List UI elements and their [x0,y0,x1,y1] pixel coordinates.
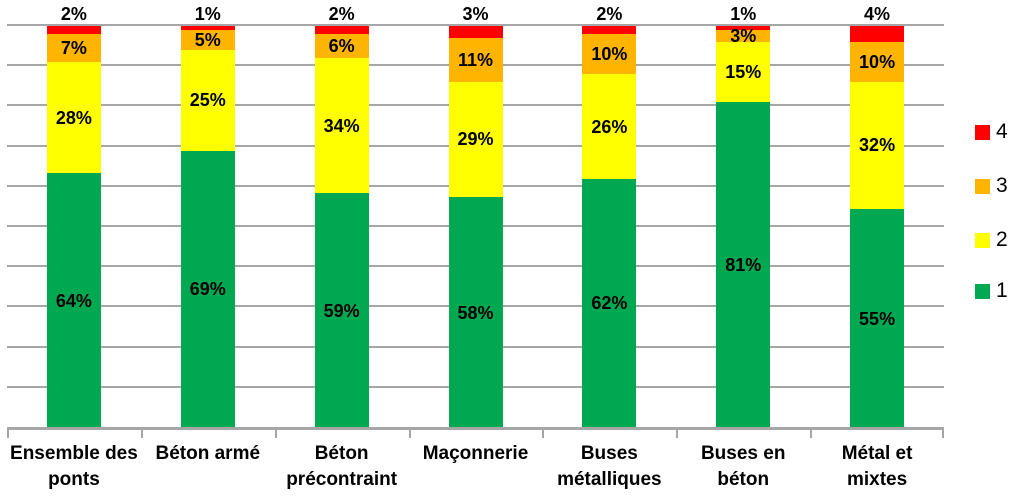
legend-swatch-icon [975,124,990,140]
category-label: Béton armé [155,443,261,464]
bar-segment-4 [582,26,637,35]
bar-segment-2 [180,50,235,151]
bar-segment-4 [180,26,235,31]
bar-segment-2 [448,81,503,198]
bar-segment-2 [314,57,369,194]
x-axis-tick [676,427,679,438]
segment-value-label-above: 2% [328,4,355,24]
bar-segment-1 [582,178,637,428]
segment-value-label: 64% [55,290,92,311]
segment-value-label: 26% [591,116,628,137]
gridline [7,24,944,26]
segment-value-label: 15% [725,62,762,83]
segment-value-label: 11% [457,49,494,70]
bar-segment-2 [850,81,905,210]
bar-segment-1 [46,173,101,428]
bar-segment-3 [46,33,101,62]
bar-segment-1 [716,102,771,428]
x-axis-line [7,427,944,430]
legend-item-3: 3 [975,175,1008,197]
segment-value-label: 69% [189,279,226,300]
category-label: Buses en béton [700,443,786,490]
legend-item-4: 4 [975,121,1008,143]
bar-segment-4 [850,26,905,42]
x-axis-tick [7,427,9,438]
segment-value-label: 28% [55,107,92,128]
segment-value-label: 55% [859,308,896,329]
bar-segment-4 [314,26,369,34]
bar-segment-2 [716,42,771,103]
bar-segment-1 [850,209,905,428]
bar-segment-3 [716,30,771,43]
segment-value-label-above: 3% [462,4,489,24]
legend-item-label: 4 [996,120,1008,143]
segment-value-label: 10% [591,44,628,65]
bar-segment-4 [46,26,101,34]
category-label: Maçonnerie [422,443,529,464]
segment-value-label: 29% [457,129,494,150]
category-label: Ensemble des ponts [10,443,138,490]
bar-segment-3 [180,30,235,51]
x-axis-tick [810,427,813,438]
legend-swatch-icon [975,178,990,194]
segment-value-label: 59% [323,300,360,321]
category-label: Buses métalliques [557,443,662,490]
category-label: Béton précontraint [286,443,398,490]
legend-item-label: 2 [996,228,1008,251]
category-label: Métal et mixtes [841,443,913,490]
segment-value-label-above: 2% [60,4,87,24]
legend-swatch-icon [975,232,990,248]
segment-value-label: 7% [60,37,87,58]
segment-value-label: 32% [859,135,896,156]
segment-value-label: 6% [328,35,355,56]
segment-value-label-above: 1% [194,4,221,24]
segment-value-label-above: 2% [596,4,623,24]
bar-segment-1 [448,197,503,428]
segment-value-label-above: 4% [864,4,891,24]
segment-value-label: 58% [457,302,494,323]
bar-segment-3 [582,34,637,75]
bar-segment-2 [46,61,101,174]
segment-value-label: 25% [189,90,226,111]
bar-segment-3 [448,37,503,82]
segment-value-label: 10% [859,51,896,72]
bar-segment-4 [448,26,503,38]
legend-item-2: 2 [975,229,1008,251]
legend-item-1: 1 [975,280,1008,302]
bar-segment-2 [582,74,637,179]
legend-swatch-icon [975,283,990,299]
bar-segment-3 [850,41,905,82]
x-axis-tick [942,427,944,438]
bar-segment-1 [180,150,235,428]
x-axis-tick [408,427,411,438]
x-axis-tick [542,427,545,438]
legend-item-label: 3 [996,174,1008,197]
bar-segment-3 [314,33,369,58]
segment-value-label-above: 1% [730,4,757,24]
segment-value-label: 62% [591,293,628,314]
x-axis-tick [274,427,277,438]
legend-item-label: 1 [996,279,1008,302]
segment-value-label: 5% [194,30,221,51]
segment-value-label: 81% [725,255,762,276]
bar-segment-1 [314,193,369,428]
bar-segment-4 [716,26,771,31]
x-axis-tick [140,427,143,438]
segment-value-label: 3% [730,26,757,47]
segment-value-label: 34% [323,115,360,136]
